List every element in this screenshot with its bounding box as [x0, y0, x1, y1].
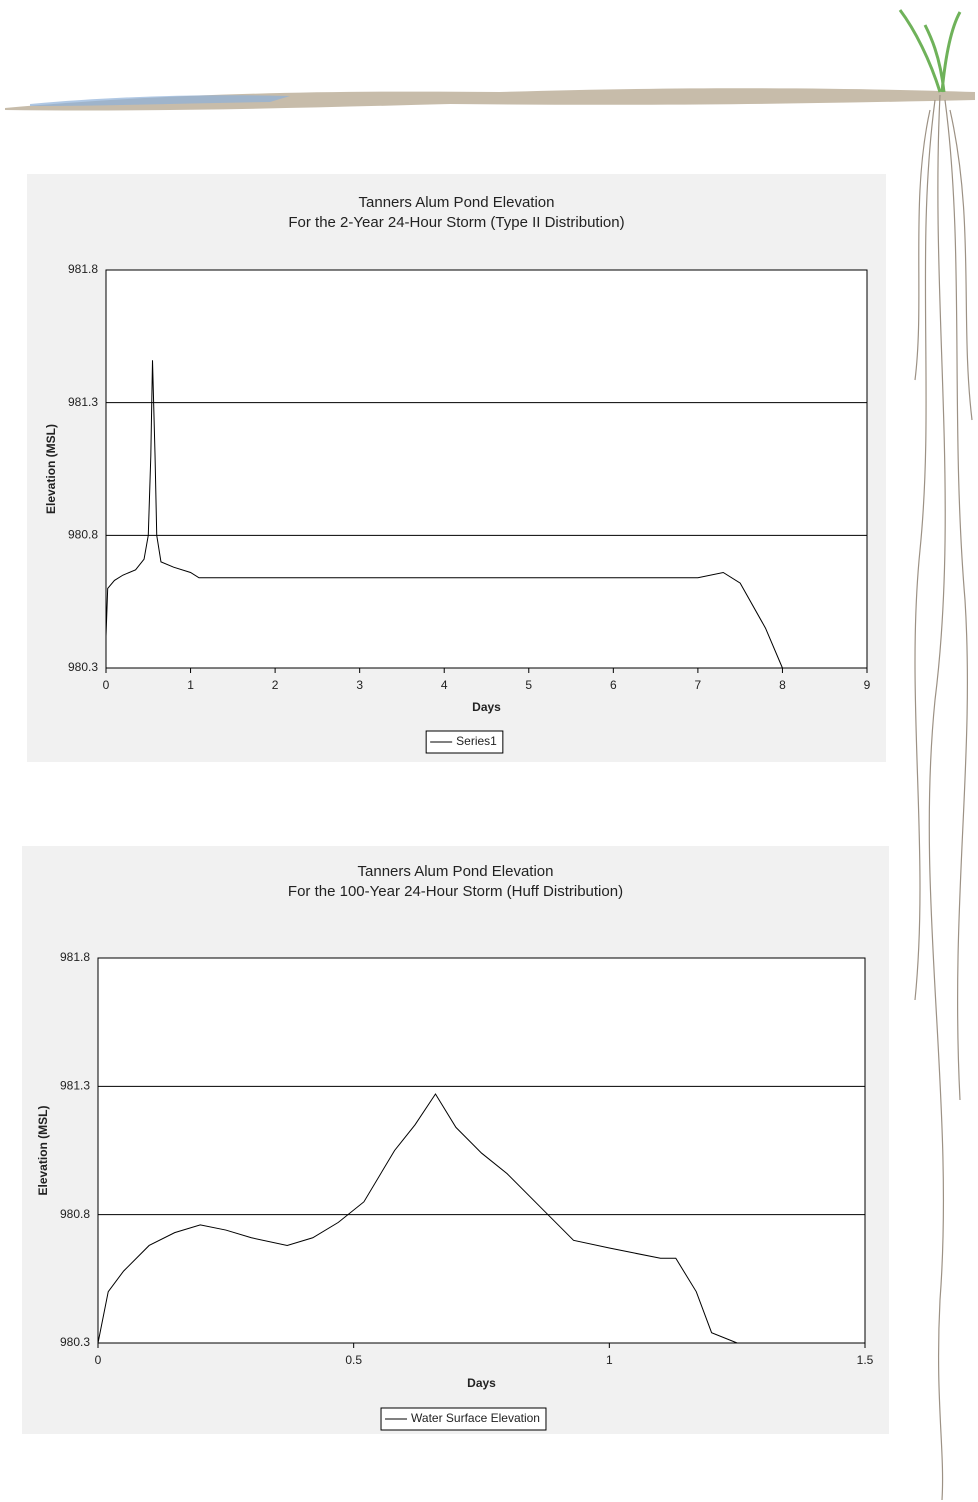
chart-title: Tanners Alum Pond Elevation — [359, 194, 555, 211]
y-tick-label: 981.8 — [68, 262, 98, 276]
y-tick-label: 980.3 — [68, 660, 98, 674]
x-axis-title: Days — [467, 1376, 496, 1390]
x-tick-label: 4 — [441, 678, 448, 692]
chart-panel: Tanners Alum Pond Elevation For the 2-Yea… — [27, 174, 886, 762]
y-tick-label: 981.3 — [60, 1079, 90, 1093]
x-tick-label: 9 — [864, 678, 871, 692]
chart-subtitle: For the 2-Year 24-Hour Storm (Type II Di… — [288, 214, 624, 231]
y-tick-label: 980.8 — [60, 1207, 90, 1221]
legend-label: Water Surface Elevation — [411, 1411, 540, 1425]
chart-title: Tanners Alum Pond Elevation — [358, 863, 554, 880]
chart-panel: Tanners Alum Pond Elevation For the 100-Y… — [22, 846, 889, 1434]
y-tick-label: 980.8 — [68, 528, 98, 542]
x-tick-label: 0 — [103, 678, 110, 692]
roots — [915, 95, 972, 1500]
x-tick-label: 1 — [187, 678, 194, 692]
y-tick-label: 981.3 — [68, 395, 98, 409]
x-tick-label: 8 — [779, 678, 786, 692]
y-axis-title: Elevation (MSL) — [36, 1105, 50, 1195]
x-tick-label: 5 — [525, 678, 532, 692]
x-tick-label: 6 — [610, 678, 617, 692]
x-tick-label: 0 — [95, 1353, 102, 1367]
x-tick-label: 0.5 — [345, 1353, 362, 1367]
x-tick-label: 7 — [695, 678, 702, 692]
y-axis-title: Elevation (MSL) — [44, 424, 58, 514]
page: Tanners Alum Pond Elevation For the 2-Yea… — [0, 0, 978, 1502]
plot-area — [106, 270, 867, 668]
x-tick-label: 1 — [606, 1353, 613, 1367]
x-tick-label: 2 — [272, 678, 279, 692]
plot-area — [98, 958, 865, 1343]
y-tick-label: 980.3 — [60, 1335, 90, 1349]
chart-subtitle: For the 100-Year 24-Hour Storm (Huff Dis… — [288, 883, 623, 900]
x-tick-label: 3 — [356, 678, 363, 692]
grass — [900, 10, 960, 92]
y-tick-label: 981.8 — [60, 950, 90, 964]
x-tick-label: 1.5 — [857, 1353, 874, 1367]
legend-label: Series1 — [456, 734, 497, 748]
x-axis-title: Days — [472, 700, 501, 714]
